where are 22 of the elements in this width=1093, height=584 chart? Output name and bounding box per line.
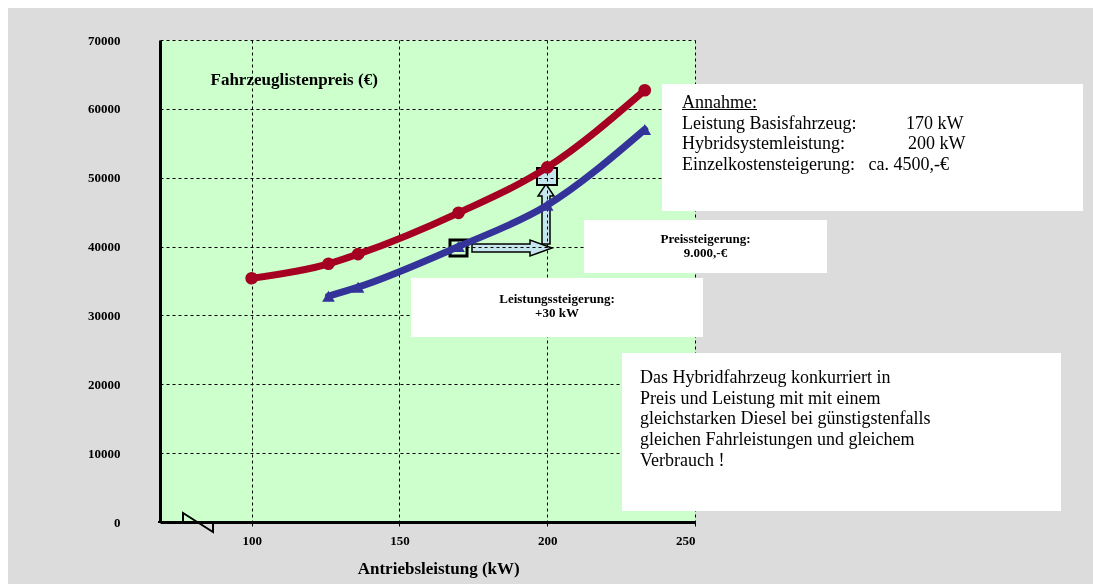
y-tick-label: 40000: [88, 239, 121, 255]
annotation: Preissteigerung: 9.000,-€: [659, 231, 752, 261]
annotation: Annahme: Leistung Basisfahrzeug: 170 kW Hybridsystemleistung: 200 kW Einzelkostensteigerung: ca. 4500,-€: [682, 92, 967, 175]
text-box: Preissteigerung: 9.000,-€: [584, 220, 827, 273]
x-tick-label: 100: [242, 532, 262, 548]
x-tick-label: 250: [676, 532, 696, 548]
y-tick-label: 50000: [88, 170, 121, 186]
x-axis-title: Antriebsleistung (kW): [357, 558, 520, 578]
text-box: Annahme: Leistung Basisfahrzeug: 170 kW Hybridsystemleistung: 200 kW Einzelkostensteigerung: ca. 4500,-€: [662, 84, 1083, 211]
y-tick-label: 70000: [88, 32, 121, 48]
y-tick-label: 30000: [88, 307, 121, 323]
text-box: Das Hybridfahrzeug konkurriert in Preis und Leistung mit mit einem gleichstarken Diesel bei günstigstenfalls gleichen Fahrleistungen und gleichem Verbrauch !: [622, 353, 1061, 511]
y-tick-label: 20000: [88, 376, 121, 392]
y-axis-title: Fahrzeuglistenpreis (€): [210, 69, 378, 89]
x-tick-label: 200: [537, 532, 558, 548]
annotation: Das Hybridfahrzeug konkurriert in Preis und Leistung mit mit einem gleichstarken Diesel bei günstigstenfalls gleichen Fahrleistungen und gleichem Verbrauch !: [640, 367, 932, 471]
x-tick-label: 150: [390, 532, 410, 548]
text-box: Leistungssteigerung: +30 kW: [411, 278, 703, 337]
annotation: Leistungssteigerung: +30 kW: [498, 291, 616, 321]
y-tick-label: 0: [114, 514, 121, 530]
y-tick-label: 60000: [88, 101, 121, 117]
y-tick-label: 10000: [88, 445, 121, 461]
